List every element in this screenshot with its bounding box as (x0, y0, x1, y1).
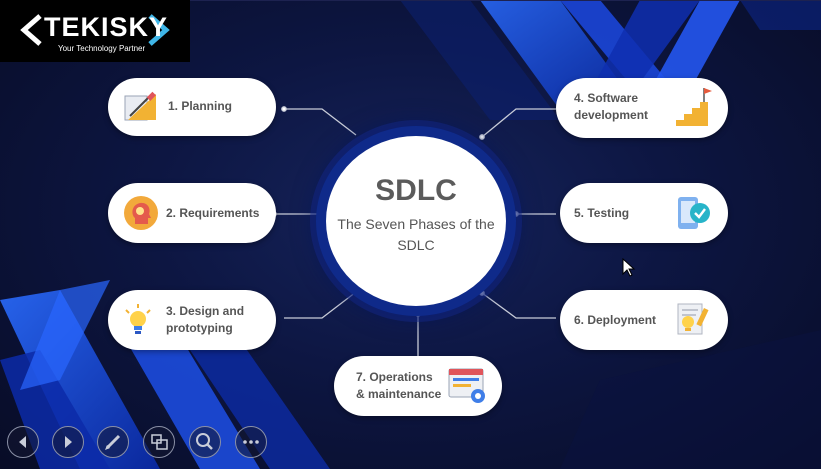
phase-design-card: 3. Design and prototyping (108, 290, 276, 350)
center-subtitle: The Seven Phases of the SDLC (337, 216, 495, 253)
phase-requirements-card: 2. Requirements (108, 183, 276, 243)
next-slide-button[interactable] (52, 426, 84, 458)
phase-deployment-card: 6. Deployment (560, 290, 728, 350)
tekisky-logo: TEKISKY Your Technology Partner (0, 0, 190, 62)
sdlc-center-circle: SDLC The Seven Phases of the SDLC (326, 136, 506, 306)
center-title: SDLC (375, 174, 457, 207)
arrow-right-icon (65, 436, 72, 448)
slides-overview-button[interactable] (143, 426, 175, 458)
phase-planning-card: 1. Planning (108, 78, 276, 136)
pen-icon (105, 434, 121, 450)
logo-chevrons-icon (20, 14, 170, 46)
logo-name: TEKISKY (44, 12, 169, 42)
logo-tagline: Your Technology Partner (58, 44, 146, 53)
phase-software-development-label: 4. Software development (574, 91, 649, 122)
phase-operations-card: 7. Operations & maintenance (334, 356, 502, 416)
magnifier-icon (196, 433, 213, 450)
zoom-button[interactable] (189, 426, 221, 458)
phone-checkmark-icon (678, 197, 710, 229)
phase-operations-label: 7. Operations & maintenance (356, 370, 442, 401)
lightbulb-icon (125, 304, 151, 334)
phase-testing-label: 5. Testing (574, 206, 630, 220)
phase-deployment-label: 6. Deployment (574, 313, 657, 327)
more-options-button[interactable] (235, 426, 267, 458)
phase-software-development-card: 4. Software development (556, 78, 728, 138)
browser-gear-icon (448, 368, 485, 403)
stairs-flag-icon (676, 88, 712, 126)
phase-requirements-label: 2. Requirements (166, 206, 260, 220)
pen-tool-button[interactable] (97, 426, 129, 458)
mouse-cursor-icon (622, 258, 636, 277)
phase-planning-label: 1. Planning (168, 99, 233, 113)
planning-ruler-icon (124, 91, 156, 121)
slides-grid-icon (151, 434, 168, 450)
arrow-left-icon (19, 436, 26, 448)
document-lightbulb-icon (677, 303, 709, 335)
head-lightbulb-icon (124, 196, 158, 230)
previous-slide-button[interactable] (7, 426, 39, 458)
phase-design-label: 3. Design and prototyping (166, 304, 245, 335)
phase-testing-card: 5. Testing (560, 183, 728, 243)
more-dots-icon (243, 440, 259, 444)
